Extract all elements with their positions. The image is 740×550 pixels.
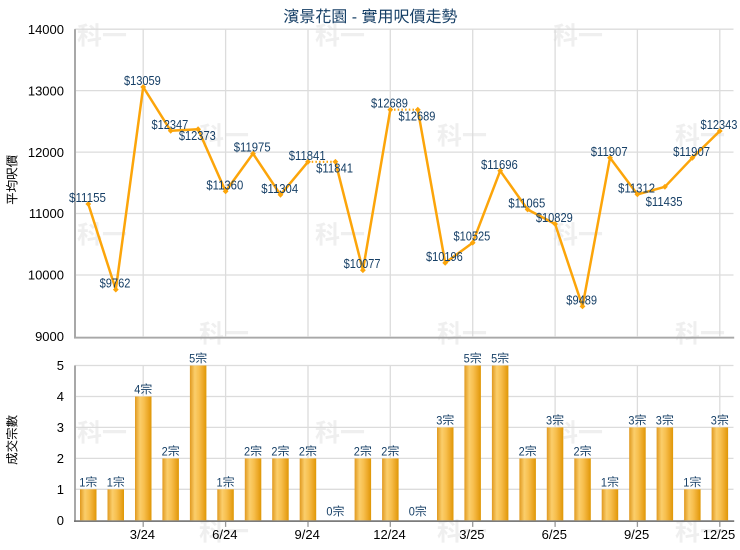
svg-text:12/24: 12/24 (373, 527, 406, 542)
svg-text:4: 4 (57, 389, 64, 404)
svg-text:1: 1 (107, 475, 113, 489)
svg-text:5: 5 (57, 358, 64, 373)
svg-text:3: 3 (57, 420, 64, 435)
svg-text:2: 2 (299, 444, 305, 458)
svg-text:$12373: $12373 (179, 129, 216, 143)
svg-text:$9489: $9489 (566, 293, 597, 307)
svg-text:$12689: $12689 (371, 97, 408, 111)
svg-text:2: 2 (574, 444, 580, 458)
svg-text:13000: 13000 (28, 83, 64, 98)
svg-text:3: 3 (656, 413, 662, 427)
svg-text:$11312: $11312 (618, 181, 655, 195)
svg-text:0: 0 (57, 513, 64, 528)
svg-text:2: 2 (244, 444, 250, 458)
svg-text:1: 1 (217, 475, 223, 489)
svg-text:6/25: 6/25 (542, 527, 567, 542)
svg-text:9000: 9000 (35, 329, 64, 344)
svg-text:11000: 11000 (29, 206, 64, 221)
svg-text:$11304: $11304 (261, 182, 298, 196)
svg-text:$11065: $11065 (508, 197, 545, 211)
svg-text:1: 1 (683, 475, 689, 489)
svg-text:5: 5 (491, 352, 497, 366)
svg-text:10000: 10000 (28, 268, 64, 283)
svg-text:1: 1 (57, 482, 64, 497)
svg-text:$11841: $11841 (316, 162, 353, 176)
svg-text:0: 0 (326, 505, 332, 519)
svg-text:$11907: $11907 (591, 145, 628, 159)
svg-text:2: 2 (162, 444, 168, 458)
svg-text:$11975: $11975 (234, 141, 271, 155)
svg-text:6/24: 6/24 (212, 527, 237, 542)
svg-text:1: 1 (601, 475, 607, 489)
svg-text:3/25: 3/25 (459, 527, 484, 542)
svg-text:14000: 14000 (28, 22, 64, 37)
svg-text:3/24: 3/24 (130, 527, 155, 542)
svg-text:3: 3 (628, 413, 634, 427)
svg-text:$11155: $11155 (69, 191, 106, 205)
svg-text:2: 2 (57, 451, 64, 466)
svg-text:5: 5 (464, 352, 470, 366)
svg-text:0: 0 (409, 505, 415, 519)
svg-text:5: 5 (189, 352, 195, 366)
svg-text:1: 1 (79, 475, 85, 489)
svg-text:$13059: $13059 (124, 74, 161, 88)
svg-text:-: - (347, 9, 361, 26)
svg-text:$11907: $11907 (673, 145, 710, 159)
svg-text:$10525: $10525 (453, 230, 490, 244)
svg-text:$11435: $11435 (646, 195, 683, 209)
svg-text:2: 2 (519, 444, 525, 458)
svg-text:$11360: $11360 (206, 178, 243, 192)
svg-text:$12689: $12689 (399, 109, 436, 123)
svg-text:$9762: $9762 (100, 277, 131, 291)
svg-text:2: 2 (381, 444, 387, 458)
svg-text:3: 3 (436, 413, 442, 427)
svg-text:$11696: $11696 (481, 158, 518, 172)
svg-text:$10077: $10077 (344, 257, 381, 271)
svg-text:3: 3 (546, 413, 552, 427)
svg-text:4: 4 (134, 383, 140, 397)
svg-text:12/25: 12/25 (703, 527, 736, 542)
svg-text:$10196: $10196 (426, 250, 463, 264)
svg-text:$12343: $12343 (701, 118, 738, 132)
svg-text:2: 2 (271, 444, 277, 458)
svg-text:3: 3 (711, 413, 717, 427)
svg-text:$11841: $11841 (289, 149, 326, 163)
svg-text:$12347: $12347 (151, 118, 188, 132)
svg-text:12000: 12000 (28, 145, 64, 160)
svg-text:2: 2 (354, 444, 360, 458)
svg-text:$10829: $10829 (536, 211, 573, 225)
svg-text:9/25: 9/25 (624, 527, 649, 542)
svg-text:9/24: 9/24 (295, 527, 320, 542)
